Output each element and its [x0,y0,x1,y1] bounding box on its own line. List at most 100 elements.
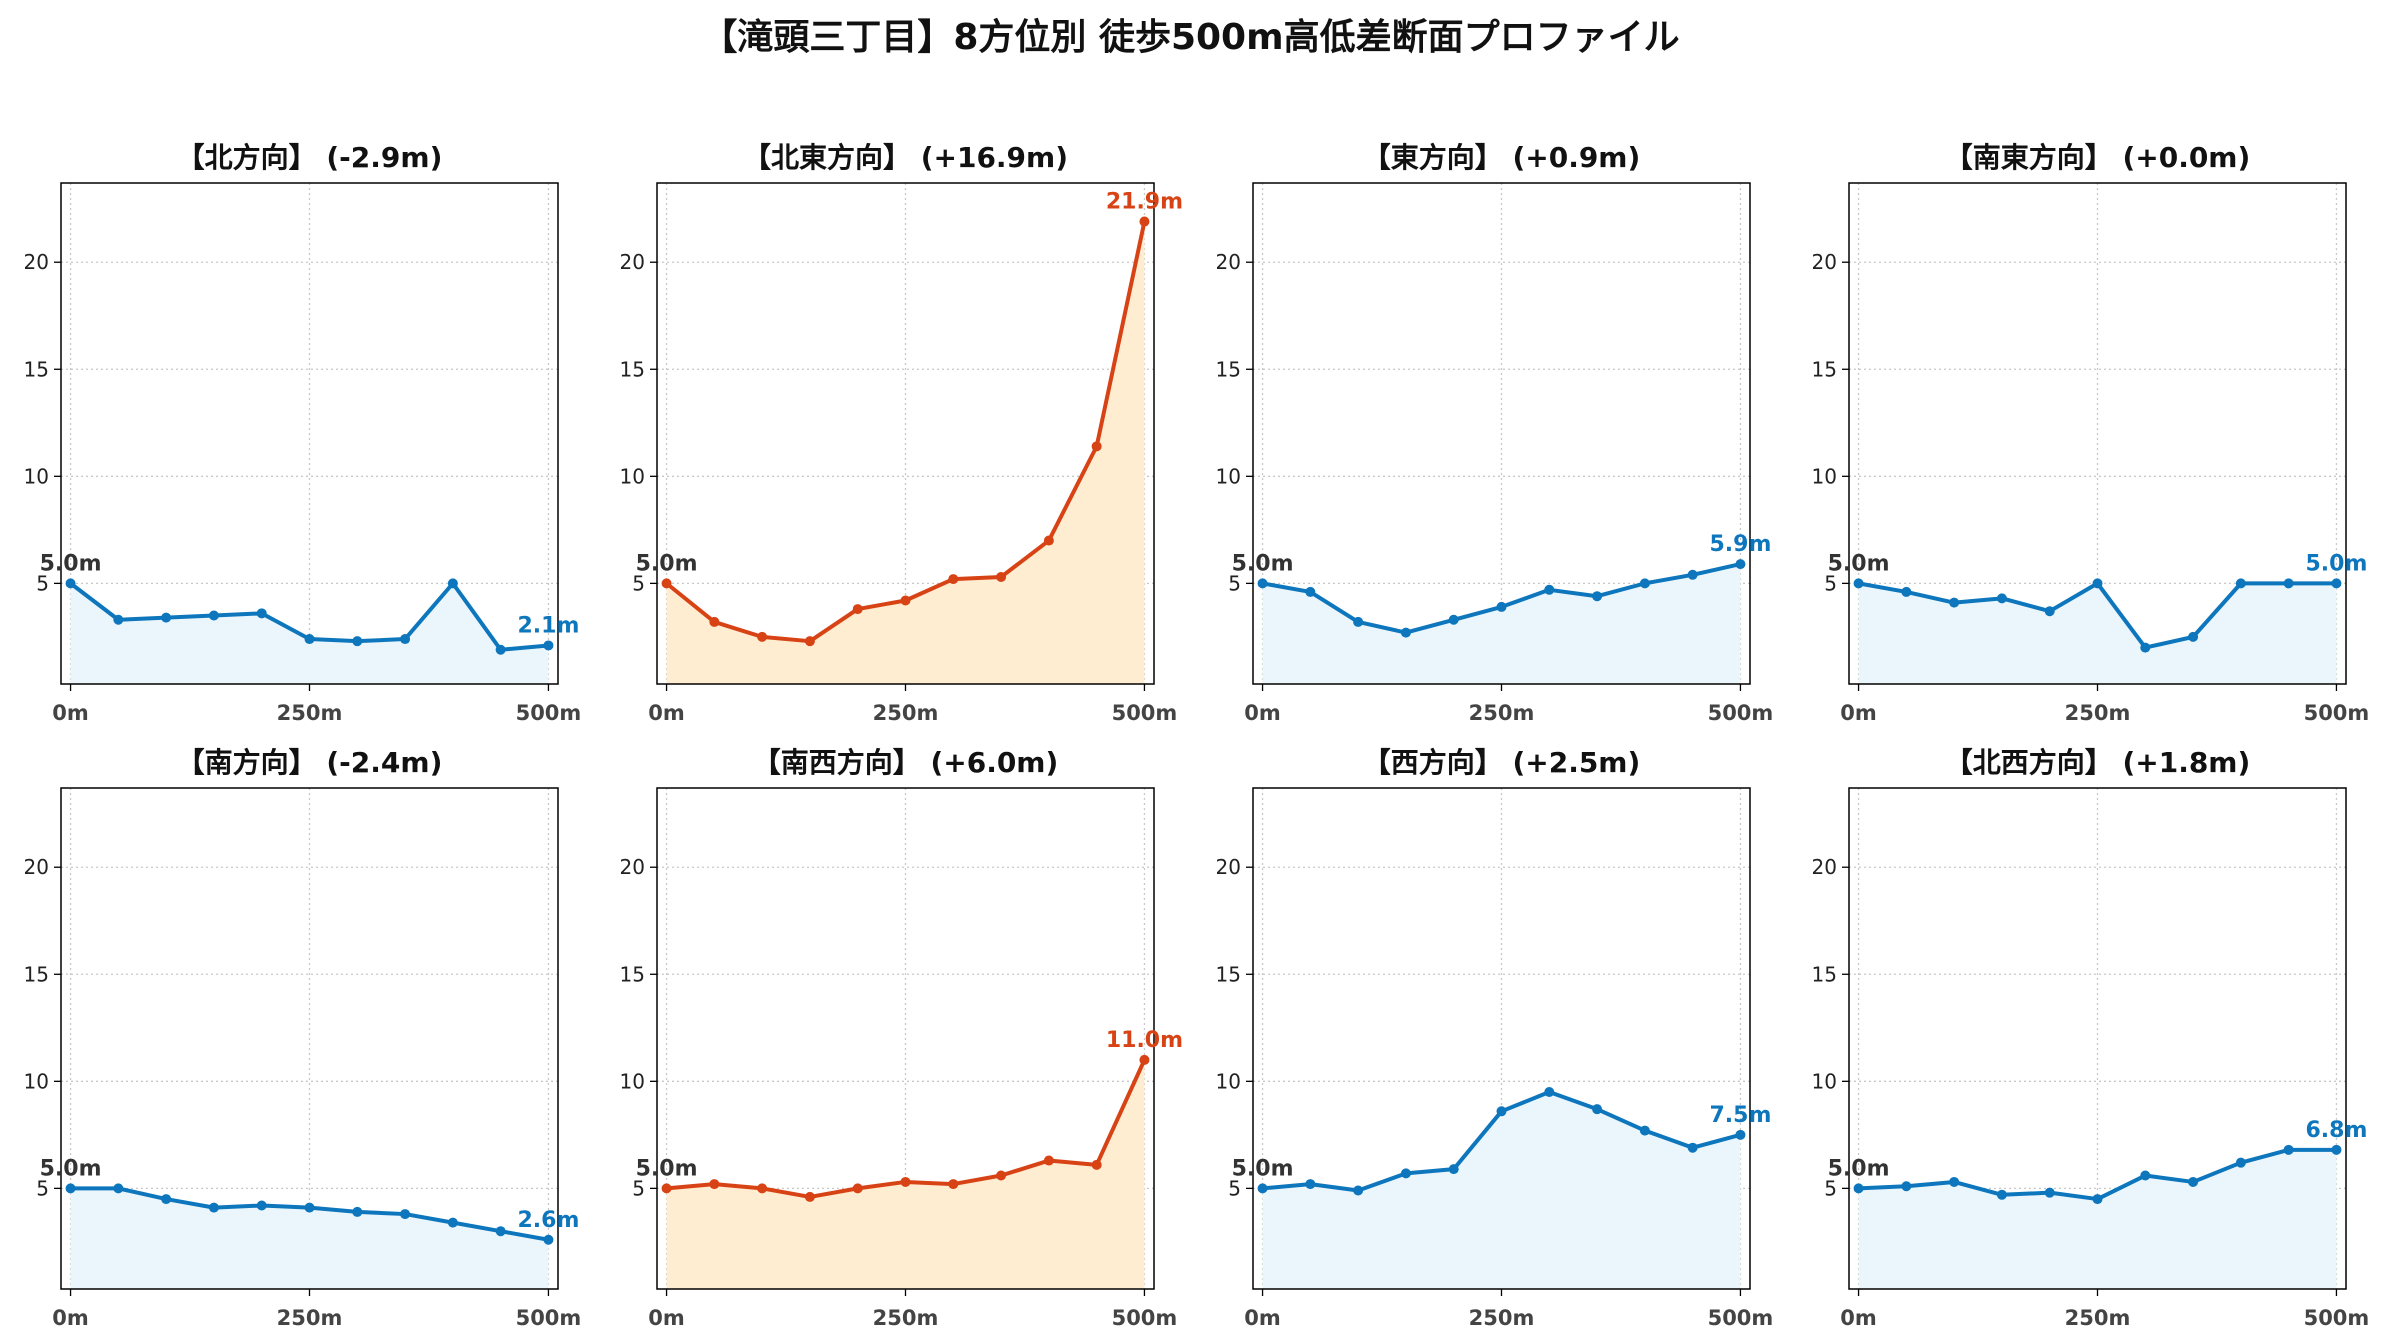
y-tick-label: 5 [36,1176,49,1200]
data-point [1544,584,1555,595]
data-point [709,1179,720,1190]
x-tick-label: 500m [1708,1306,1774,1330]
chart-panel-6: 【南西方向】 (+6.0m) 5 10 15 20 0m 250m 500m 5.0m 11.0m [620,746,1184,1330]
data-point [996,571,1007,582]
data-point [65,578,76,589]
data-point [661,578,672,589]
data-point [1305,586,1316,597]
area-fill [70,583,549,684]
x-tick-label: 500m [1112,1306,1178,1330]
x-tick-label: 250m [873,701,939,725]
chart-panel-3: 【東方向】 (+0.9m) 5 10 15 20 0m 250m 500m 5.0m 5.9m [1216,141,1774,725]
data-point [161,1194,172,1205]
data-point [2188,1176,2199,1187]
y-tick-label: 15 [1216,962,1241,986]
data-point [2140,1170,2151,1181]
data-point [1353,1185,1364,1196]
y-tick-label: 15 [620,962,645,986]
data-point [161,612,172,623]
end-value-label: 7.5m [1709,1103,1771,1128]
x-tick-label: 250m [2065,701,2131,725]
data-point [1353,616,1364,627]
data-point [1592,591,1603,602]
x-tick-label: 250m [1469,701,1535,725]
data-point [1996,1189,2007,1200]
end-value-label: 11.0m [1106,1028,1183,1053]
y-tick-label: 10 [24,464,49,488]
data-point [900,595,911,606]
data-point [65,1183,76,1194]
data-point [1305,1179,1316,1190]
x-tick-label: 0m [648,701,685,725]
data-point [1448,1164,1459,1175]
area-fill [1262,1092,1741,1289]
x-tick-label: 0m [52,701,89,725]
data-point [804,636,815,647]
data-point [495,644,506,655]
data-point [2331,578,2342,589]
data-point [1139,216,1150,227]
end-value-label: 5.0m [2305,551,2367,576]
panel-title: 【北方向】 (-2.9m) [177,141,443,174]
x-tick-label: 250m [1469,1306,1535,1330]
x-tick-label: 0m [1840,1306,1877,1330]
data-point [543,640,554,651]
data-point [948,1179,959,1190]
panel-title: 【西方向】 (+2.5m) [1363,746,1641,779]
data-point [2331,1144,2342,1155]
data-point [113,614,124,625]
start-value-label: 5.0m [1232,551,1294,576]
data-point [256,608,267,619]
y-tick-label: 20 [1216,855,1241,879]
data-point [1400,627,1411,638]
data-point [447,578,458,589]
data-point [304,634,315,645]
y-tick-label: 5 [632,1176,645,1200]
y-tick-label: 15 [620,357,645,381]
data-point [1400,1168,1411,1179]
data-point [1496,601,1507,612]
data-point [1091,441,1102,452]
data-point [1949,597,1960,608]
data-point [948,574,959,585]
x-tick-label: 500m [2304,701,2370,725]
y-tick-label: 20 [1812,250,1837,274]
data-point [2044,1187,2055,1198]
data-point [900,1176,911,1187]
start-value-label: 5.0m [636,1156,698,1181]
y-tick-label: 15 [1216,357,1241,381]
y-tick-label: 5 [1824,1176,1837,1200]
data-point [1091,1159,1102,1170]
start-value-label: 5.0m [40,1156,102,1181]
y-tick-label: 15 [24,962,49,986]
data-point [304,1202,315,1213]
data-point [1901,586,1912,597]
start-value-label: 5.0m [1828,551,1890,576]
y-tick-label: 10 [1216,1069,1241,1093]
data-point [757,631,768,642]
y-tick-label: 20 [24,855,49,879]
y-tick-label: 20 [620,250,645,274]
data-point [208,1202,219,1213]
data-point [447,1217,458,1228]
data-point [208,610,219,621]
start-value-label: 5.0m [636,551,698,576]
y-tick-label: 10 [1812,1069,1837,1093]
start-value-label: 5.0m [40,551,102,576]
x-tick-label: 250m [277,1306,343,1330]
area-fill [1858,583,2337,684]
x-tick-label: 0m [1840,701,1877,725]
data-point [1735,559,1746,570]
y-tick-label: 10 [1216,464,1241,488]
data-point [1949,1176,1960,1187]
data-point [1496,1106,1507,1117]
y-tick-label: 20 [1812,855,1837,879]
data-point [2092,1194,2103,1205]
data-point [352,1206,363,1217]
data-point [495,1226,506,1237]
chart-panel-2: 【北東方向】 (+16.9m) 5 10 15 20 0m 250m 500m 5.0m 21.9… [620,141,1184,725]
y-tick-label: 20 [24,250,49,274]
panel-title: 【北東方向】 (+16.9m) [743,141,1068,174]
data-point [1901,1181,1912,1192]
chart-panel-8: 【北西方向】 (+1.8m) 5 10 15 20 0m 250m 500m 5.0m 6.8m [1812,746,2370,1330]
